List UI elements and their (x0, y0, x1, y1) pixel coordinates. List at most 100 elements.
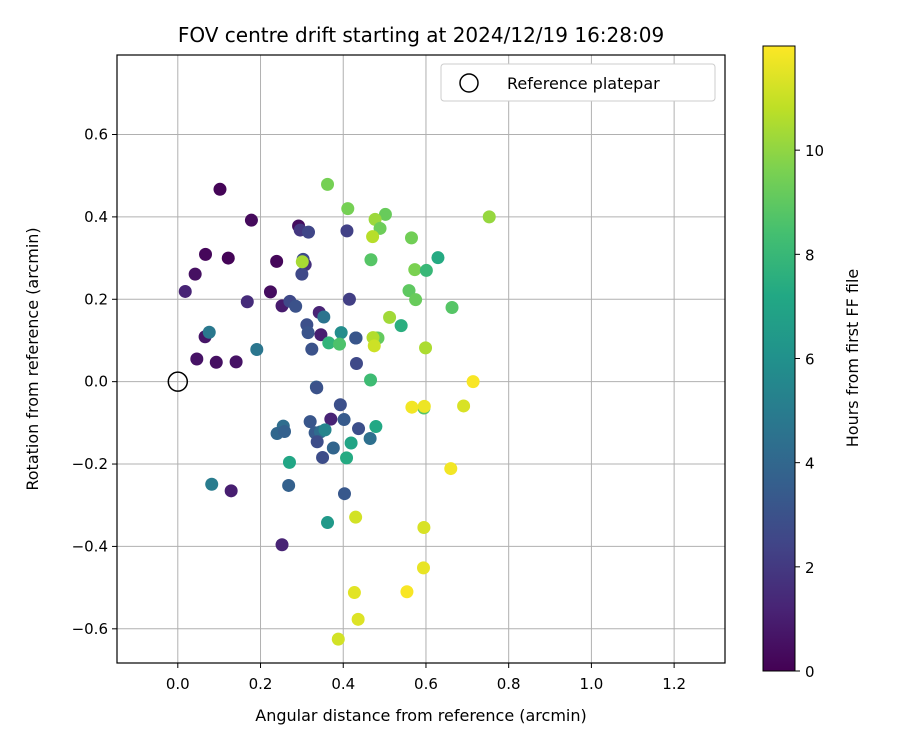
data-point (417, 399, 431, 413)
data-point (199, 247, 213, 261)
x-tick-label: 0.8 (497, 675, 521, 693)
data-point (221, 251, 235, 265)
data-point (416, 561, 430, 575)
data-point (417, 520, 431, 534)
colorbar-tick-label: 6 (805, 351, 815, 369)
legend-label: Reference platepar (507, 74, 660, 93)
data-point (178, 284, 192, 298)
data-point (405, 400, 419, 414)
data-point (367, 339, 381, 353)
data-point (400, 585, 414, 599)
data-point (202, 325, 216, 339)
plot-area (116, 54, 726, 664)
y-tick-label: −0.4 (72, 537, 108, 555)
data-point (337, 487, 351, 501)
data-point (324, 412, 338, 426)
data-point (466, 375, 480, 389)
legend: Reference platepar (440, 63, 716, 102)
data-point (282, 478, 296, 492)
y-tick-label: 0.2 (84, 290, 108, 308)
colorbar-tick-label: 8 (805, 246, 815, 264)
y-axis-label: Rotation from reference (arcmin) (23, 227, 42, 490)
data-point (213, 182, 227, 196)
data-point (289, 299, 303, 313)
colorbar-gradient (762, 45, 796, 672)
data-point (278, 424, 292, 438)
y-tick-label: −0.2 (72, 455, 108, 473)
x-tick-label: 1.2 (662, 675, 686, 693)
data-point (482, 210, 496, 224)
data-point (404, 231, 418, 245)
data-point (408, 263, 422, 277)
data-point (318, 423, 332, 437)
data-point (301, 326, 315, 340)
data-point (333, 337, 347, 351)
data-point (301, 225, 315, 239)
colorbar-tick-label: 0 (805, 663, 815, 681)
x-tick-label: 0.0 (166, 675, 190, 693)
data-point (349, 331, 363, 345)
colorbar-tick-label: 2 (805, 559, 815, 577)
y-tick-label: 0.4 (84, 208, 108, 226)
data-point (394, 319, 408, 333)
data-point (366, 230, 380, 244)
data-point (295, 267, 309, 281)
data-point (378, 207, 392, 221)
data-point (209, 355, 223, 369)
colorbar-label: Hours from first FF file (843, 269, 862, 448)
data-point (321, 516, 335, 530)
data-point (340, 451, 354, 465)
data-point (342, 292, 356, 306)
y-tick-label: −0.6 (72, 620, 108, 638)
colorbar-ticks: 0 2 4 6 8 10 (795, 142, 824, 681)
colorbar-tick-label: 4 (805, 455, 815, 473)
data-point (229, 355, 243, 369)
data-point (337, 413, 351, 427)
data-point (369, 420, 383, 434)
x-tick-label: 0.4 (331, 675, 355, 693)
data-point (240, 295, 254, 309)
data-point (364, 373, 378, 387)
data-point (250, 343, 264, 357)
data-point (331, 632, 345, 646)
data-point (317, 310, 331, 324)
data-point (188, 267, 202, 281)
data-point (344, 436, 358, 450)
data-point (445, 301, 459, 315)
data-point (351, 612, 365, 626)
data-point (431, 251, 445, 265)
y-tick-label: 0.6 (84, 126, 108, 144)
data-point (303, 415, 317, 429)
data-point (316, 450, 330, 464)
data-point (282, 455, 296, 469)
data-point (190, 352, 204, 366)
data-point (321, 177, 335, 191)
data-point (444, 462, 458, 476)
data-point (322, 336, 336, 350)
data-point (347, 586, 361, 600)
colorbar-tick-label: 10 (805, 142, 824, 160)
x-tick-label: 1.0 (579, 675, 603, 693)
data-point (402, 284, 416, 298)
y-axis-ticks: −0.6 −0.4 −0.2 0.0 0.2 0.4 0.6 (72, 126, 117, 638)
x-tick-label: 0.6 (414, 675, 438, 693)
data-points (178, 177, 496, 646)
data-point (340, 224, 354, 238)
chart-title: FOV centre drift starting at 2024/12/19 … (178, 23, 664, 47)
data-point (326, 441, 340, 455)
data-point (341, 202, 355, 216)
data-point (205, 477, 219, 491)
legend-marker-circle (459, 73, 479, 93)
data-point (314, 328, 328, 342)
data-point (310, 435, 324, 449)
x-tick-label: 0.2 (249, 675, 273, 693)
data-point (349, 510, 363, 524)
data-point (263, 285, 277, 299)
legend-box (440, 63, 716, 102)
colorbar: 0 2 4 6 8 10 Hours from first FF file (762, 45, 862, 681)
data-point (310, 381, 324, 395)
data-point (349, 357, 363, 371)
plot-frame (116, 54, 726, 664)
data-point (409, 293, 423, 307)
data-point (270, 254, 284, 268)
